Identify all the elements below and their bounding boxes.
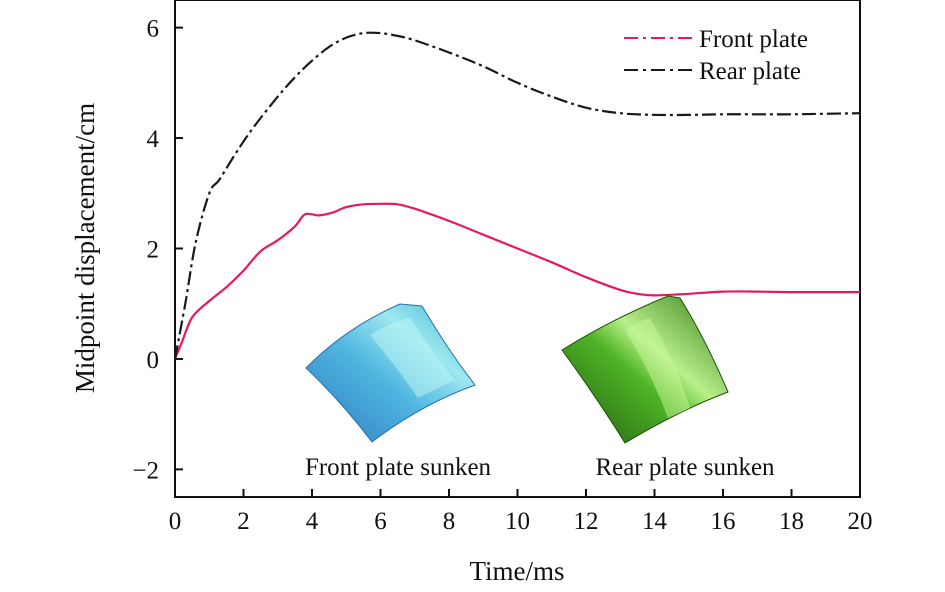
rear-plate-inset: Rear plate sunken bbox=[561, 295, 775, 481]
x-tick-label: 8 bbox=[443, 508, 456, 535]
rear-plate-image bbox=[561, 295, 729, 444]
front-plate-highlight bbox=[370, 318, 455, 398]
y-tick-label: 2 bbox=[147, 237, 160, 264]
front-plate-inset: Front plate sunken bbox=[305, 303, 492, 481]
series-layer bbox=[173, 31, 861, 360]
x-tick-label: 12 bbox=[574, 508, 599, 535]
y-axis-label: Midpoint displacement/cm bbox=[70, 103, 100, 393]
x-tick-label: 18 bbox=[779, 508, 804, 535]
x-axis-ticks: 0 2 4 6 8 10 12 14 16 18 20 bbox=[169, 489, 873, 535]
x-tick-label: 14 bbox=[642, 508, 668, 535]
y-tick-label: 0 bbox=[147, 347, 160, 374]
legend: Front plate Rear plate bbox=[624, 26, 808, 85]
x-tick-label: 0 bbox=[169, 508, 182, 535]
x-tick-label: 20 bbox=[848, 508, 873, 535]
y-tick-label: 4 bbox=[147, 126, 160, 153]
y-tick-label: 6 bbox=[147, 16, 160, 43]
y-tick-label: −2 bbox=[132, 457, 159, 484]
x-axis-label: Time/ms bbox=[469, 556, 564, 586]
front-plate-image bbox=[305, 303, 476, 443]
x-tick-label: 4 bbox=[306, 508, 319, 535]
x-tick-label: 2 bbox=[237, 508, 250, 535]
y-axis-ticks: −2 0 2 4 6 bbox=[132, 16, 183, 484]
legend-label-rear: Rear plate bbox=[699, 58, 801, 85]
legend-label-front: Front plate bbox=[699, 26, 808, 53]
rear-plate-highlight bbox=[625, 318, 690, 418]
front-plate-caption: Front plate sunken bbox=[305, 454, 492, 481]
series-line-rear-plate bbox=[173, 31, 861, 360]
x-tick-label: 6 bbox=[374, 508, 387, 535]
rear-plate-caption: Rear plate sunken bbox=[595, 454, 775, 481]
series-line-front-plate bbox=[173, 202, 860, 360]
x-tick-label: 10 bbox=[505, 508, 530, 535]
x-tick-label: 16 bbox=[711, 508, 736, 535]
